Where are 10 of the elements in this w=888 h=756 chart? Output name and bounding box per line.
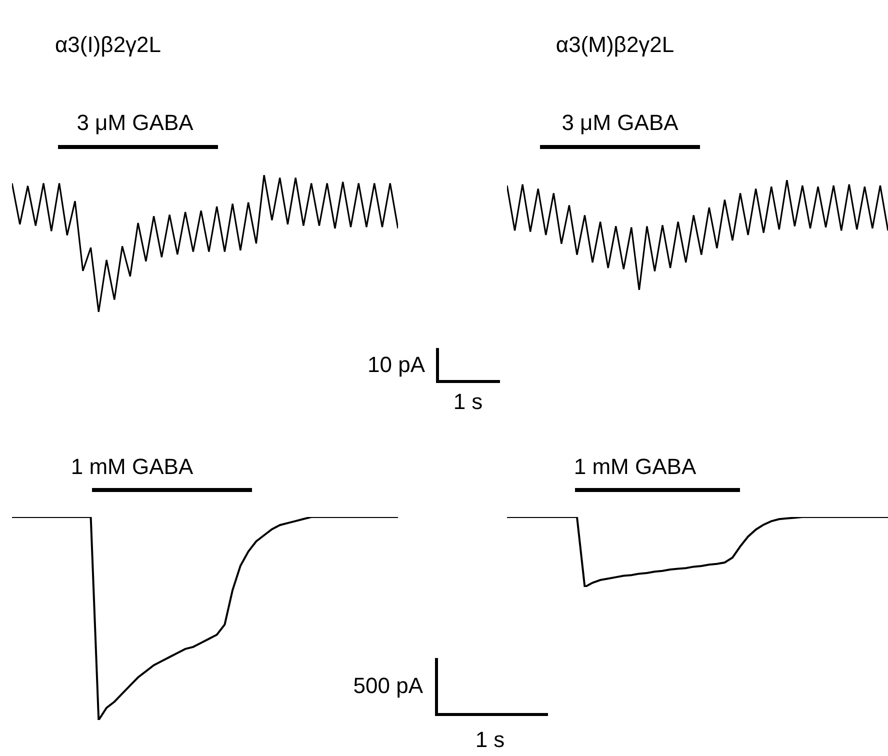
chart-title: α3(M)β2γ2L: [556, 32, 674, 57]
text: 3 μM GABA: [76, 110, 194, 135]
text: 10 pA: [368, 352, 425, 377]
annotation: 500 pA: [353, 673, 423, 698]
text: 3 μM GABA: [562, 110, 678, 135]
text: 1 mM GABA: [70, 454, 194, 479]
text: 1 mM GABA: [574, 454, 696, 479]
chart-title: α3(I)β2γ2L: [54, 32, 162, 57]
text: 1 s: [453, 389, 483, 414]
text: 1 s: [475, 727, 505, 752]
